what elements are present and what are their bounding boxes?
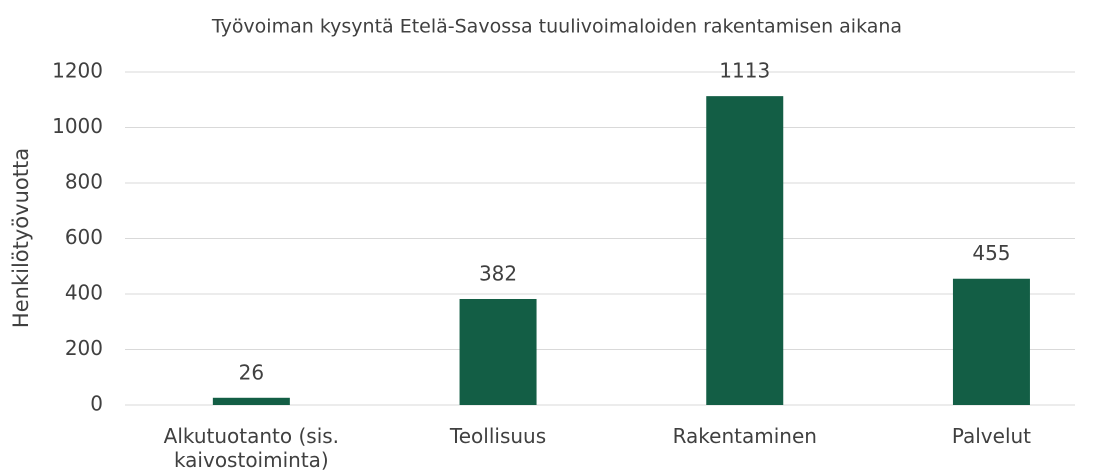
y-tick-label: 1200 <box>52 59 103 83</box>
data-label: 455 <box>972 241 1010 265</box>
x-tick-label-box: Palvelut <box>951 424 1032 448</box>
x-tick-label: Rakentaminen <box>672 424 817 448</box>
y-axis-label: Henkilötyövuotta <box>9 148 33 328</box>
y-tick-label: 600 <box>65 225 103 249</box>
x-tick-label-box: Alkutuotanto (sis. kaivostoiminta) <box>163 424 340 472</box>
bar <box>706 96 784 405</box>
data-label: 26 <box>239 360 264 384</box>
data-label: 382 <box>479 261 517 285</box>
y-tick-label: 800 <box>65 170 103 194</box>
bar <box>459 298 537 405</box>
y-tick-label: 1000 <box>52 114 103 138</box>
bar <box>212 397 290 405</box>
x-tick-label-box: Teollisuus <box>449 424 547 448</box>
y-tick-label: 400 <box>65 281 103 305</box>
data-label: 1113 <box>719 59 770 83</box>
x-tick-label: Teollisuus <box>449 424 547 448</box>
chart-title: Työvoiman kysyntä Etelä-Savossa tuulivoi… <box>211 16 902 38</box>
y-tick-label: 200 <box>65 336 103 360</box>
bar <box>952 278 1030 405</box>
x-tick-label: Palvelut <box>951 424 1032 448</box>
x-tick-label: Alkutuotanto (sis. kaivostoiminta) <box>163 424 340 472</box>
x-tick-label-box: Rakentaminen <box>672 424 817 448</box>
y-tick-label: 0 <box>90 392 103 416</box>
